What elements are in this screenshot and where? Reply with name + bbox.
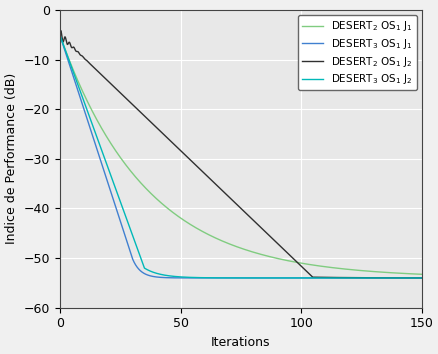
DESERT$_3$ OS$_1$ J$_1$ xyxy=(196,276,201,280)
DESERT$_3$ OS$_1$ J$_1$ xyxy=(408,276,413,280)
DESERT$_2$ OS$_1$ J$_1$ xyxy=(98,125,103,130)
DESERT$_2$ OS$_1$ J$_1$ xyxy=(372,270,378,274)
Line: DESERT$_2$ OS$_1$ J$_1$: DESERT$_2$ OS$_1$ J$_1$ xyxy=(60,35,421,274)
DESERT$_2$ OS$_1$ J$_2$ xyxy=(57,33,62,37)
DESERT$_2$ OS$_1$ J$_2$ xyxy=(418,276,424,280)
X-axis label: Iterations: Iterations xyxy=(211,336,270,349)
DESERT$_3$ OS$_1$ J$_2$ xyxy=(196,275,201,280)
DESERT$_3$ OS$_1$ J$_2$ xyxy=(411,276,417,280)
DESERT$_3$ OS$_1$ J$_2$ xyxy=(372,276,378,280)
DESERT$_3$ OS$_1$ J$_2$ xyxy=(211,276,216,280)
Legend: DESERT$_2$ OS$_1$ J$_1$, DESERT$_3$ OS$_1$ J$_1$, DESERT$_2$ OS$_1$ J$_2$, DESER: DESERT$_2$ OS$_1$ J$_1$, DESERT$_3$ OS$_… xyxy=(297,15,416,91)
DESERT$_2$ OS$_1$ J$_2$ xyxy=(212,181,217,185)
DESERT$_3$ OS$_1$ J$_1$ xyxy=(57,33,62,37)
DESERT$_2$ OS$_1$ J$_2$ xyxy=(99,73,104,77)
DESERT$_3$ OS$_1$ J$_1$ xyxy=(418,276,424,280)
DESERT$_2$ OS$_1$ J$_2$ xyxy=(411,276,417,280)
DESERT$_2$ OS$_1$ J$_1$ xyxy=(411,272,417,276)
DESERT$_2$ OS$_1$ J$_1$ xyxy=(120,159,125,163)
DESERT$_3$ OS$_1$ J$_1$ xyxy=(120,226,125,230)
DESERT$_2$ OS$_1$ J$_1$ xyxy=(57,33,62,37)
DESERT$_2$ OS$_1$ J$_2$ xyxy=(58,28,63,33)
DESERT$_2$ OS$_1$ J$_1$ xyxy=(418,272,424,276)
Line: DESERT$_3$ OS$_1$ J$_2$: DESERT$_3$ OS$_1$ J$_2$ xyxy=(60,35,421,278)
DESERT$_3$ OS$_1$ J$_1$ xyxy=(211,276,216,280)
DESERT$_3$ OS$_1$ J$_1$ xyxy=(372,276,378,280)
DESERT$_2$ OS$_1$ J$_1$ xyxy=(211,235,216,240)
Line: DESERT$_3$ OS$_1$ J$_1$: DESERT$_3$ OS$_1$ J$_1$ xyxy=(60,35,421,278)
DESERT$_2$ OS$_1$ J$_2$ xyxy=(120,93,125,97)
DESERT$_3$ OS$_1$ J$_1$ xyxy=(98,160,103,164)
DESERT$_3$ OS$_1$ J$_2$ xyxy=(98,147,103,151)
DESERT$_3$ OS$_1$ J$_2$ xyxy=(57,33,62,37)
Line: DESERT$_2$ OS$_1$ J$_2$: DESERT$_2$ OS$_1$ J$_2$ xyxy=(60,30,421,278)
DESERT$_2$ OS$_1$ J$_1$ xyxy=(196,227,201,232)
DESERT$_3$ OS$_1$ J$_1$ xyxy=(411,276,417,280)
DESERT$_2$ OS$_1$ J$_2$ xyxy=(373,276,378,280)
DESERT$_3$ OS$_1$ J$_2$ xyxy=(418,276,424,280)
DESERT$_2$ OS$_1$ J$_2$ xyxy=(196,166,201,170)
DESERT$_3$ OS$_1$ J$_2$ xyxy=(120,206,125,210)
Y-axis label: Indice de Performance (dB): Indice de Performance (dB) xyxy=(5,73,18,245)
